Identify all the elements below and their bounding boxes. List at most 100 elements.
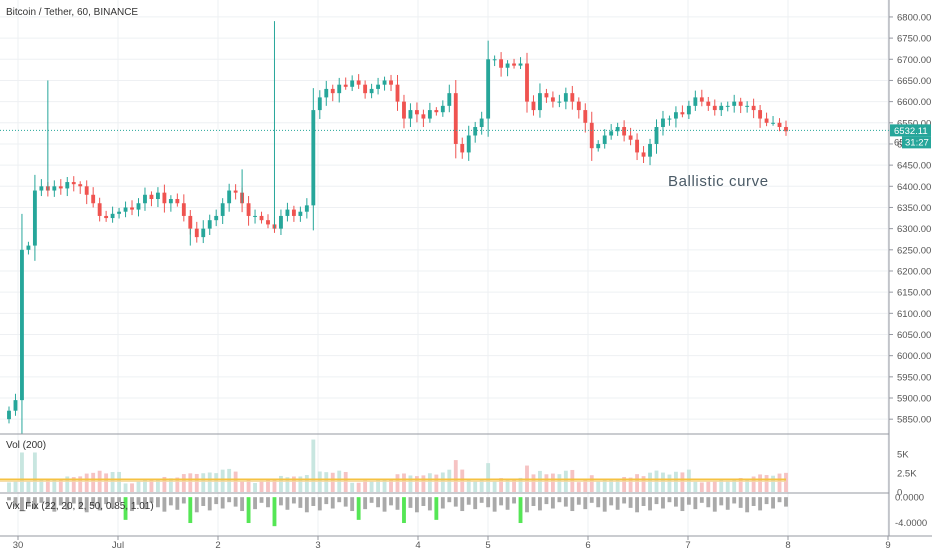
vix-bar — [421, 497, 426, 506]
vix-pane-title: Vix_Fix (22, 20, 2, 50, 0.85, 1.01) — [6, 501, 154, 512]
vix-bar — [266, 497, 270, 508]
candle-body — [732, 101, 737, 106]
candle-body — [110, 213, 115, 219]
vix-bar — [648, 497, 652, 511]
vix-bar — [777, 497, 782, 503]
vix-bar — [583, 497, 588, 510]
volume-bar — [466, 479, 471, 492]
time-tick-label: 7 — [685, 540, 690, 550]
volume-bar — [602, 479, 607, 492]
svg-text:6532.11: 6532.11 — [894, 126, 928, 137]
vix-bar — [758, 497, 763, 511]
volume-bar — [686, 469, 691, 492]
volume-bar — [13, 481, 18, 492]
vix-bar — [91, 497, 96, 506]
price-tick-label: 6300.00 — [897, 224, 931, 235]
price-tick-label: 5850.00 — [897, 415, 931, 426]
vix-bar — [369, 497, 374, 503]
candle-body — [253, 215, 257, 217]
price-tick-label: 6600.00 — [897, 97, 931, 108]
candle-body — [104, 215, 109, 219]
svg-text:65: 65 — [894, 137, 905, 148]
volume-bar — [168, 478, 173, 492]
candle-body — [330, 88, 335, 94]
volume-bar — [350, 482, 355, 492]
vix-bar — [382, 497, 387, 512]
vix-bar — [395, 497, 400, 510]
volume-bar — [356, 482, 361, 492]
vix-bar — [155, 497, 160, 508]
volume-bar — [648, 472, 652, 492]
price-tick-label: 6000.00 — [897, 351, 931, 362]
vix-bar — [201, 497, 206, 506]
candle-body — [518, 63, 523, 66]
volume-bar — [738, 478, 743, 492]
candle-body — [337, 84, 342, 94]
candle-body — [201, 228, 206, 238]
vix-bar — [473, 497, 478, 510]
vix-bar — [447, 497, 452, 503]
candle-body — [155, 192, 160, 200]
volume-bar — [505, 478, 510, 492]
last-price-tag: 6532.11 — [890, 124, 931, 137]
volume-bar — [285, 477, 290, 492]
volume-bar — [628, 477, 633, 492]
candle-body — [259, 215, 264, 221]
vix-bar — [350, 497, 355, 512]
vix-bar — [557, 497, 562, 503]
candle-body — [356, 80, 361, 85]
vix-bar — [525, 497, 529, 513]
volume-bar — [460, 469, 465, 492]
vix-bar — [20, 497, 24, 512]
price-tick-label: 6700.00 — [897, 55, 931, 66]
volume-bar — [155, 479, 160, 492]
vix-bar — [304, 497, 309, 513]
vix-bar — [110, 497, 115, 509]
chart-grid — [0, 0, 889, 536]
candle-body — [615, 127, 620, 132]
candle-body — [447, 93, 452, 106]
candle-body — [350, 80, 355, 87]
candle-body — [97, 203, 102, 216]
vix-bar — [544, 497, 549, 505]
candle-body — [764, 118, 769, 123]
vix-bar — [149, 497, 154, 503]
price-tick-label: 5900.00 — [897, 394, 931, 405]
vix-bar — [188, 497, 193, 524]
volume-bar — [376, 480, 381, 492]
vix-bar — [233, 497, 238, 507]
volume-bar — [71, 477, 76, 492]
candle-body — [648, 143, 652, 157]
candle-body — [194, 228, 199, 238]
vix-bar — [181, 497, 186, 504]
candle-body — [706, 101, 711, 106]
price-tick-label: 6200.00 — [897, 266, 931, 277]
price-tick-label: 6150.00 — [897, 288, 931, 299]
candle-body — [712, 105, 717, 111]
vix-bar — [440, 497, 445, 509]
candle-body — [512, 63, 516, 66]
candle-body — [699, 97, 704, 102]
candle-body — [311, 110, 316, 206]
candle-body — [39, 186, 44, 191]
volume-bar — [732, 478, 737, 492]
vix-bar — [227, 497, 232, 503]
annotation-ballistic-curve[interactable]: Ballistic curve — [668, 173, 769, 190]
vix-bar — [771, 497, 775, 509]
candle-body — [304, 205, 309, 212]
time-axis[interactable]: 30 Jul 2 3 4 5 6 7 8 9 — [13, 536, 891, 550]
candle-body — [58, 186, 63, 189]
volume-bar — [324, 472, 329, 492]
volume-bar — [395, 474, 400, 492]
vix-bar — [550, 497, 555, 509]
volume-bar — [7, 482, 11, 492]
candle-body — [279, 215, 283, 229]
vix-bar — [123, 497, 128, 520]
price-tick-label: 6400.00 — [897, 182, 931, 193]
candle-body — [563, 93, 568, 102]
vix-bar — [745, 497, 750, 513]
vix-bar — [214, 497, 219, 505]
volume-bar — [751, 476, 756, 492]
vix-bar — [635, 497, 640, 513]
candle-body — [220, 203, 225, 216]
